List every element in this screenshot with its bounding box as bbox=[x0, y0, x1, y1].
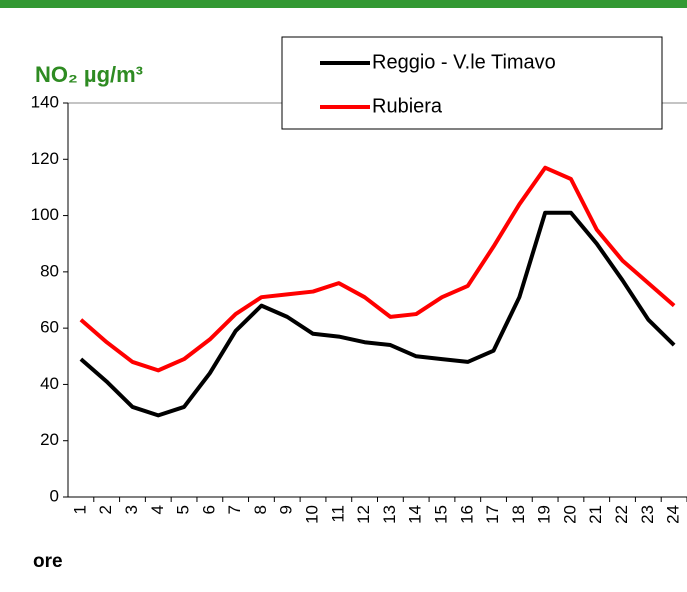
x-tick-label: 20 bbox=[560, 505, 579, 524]
x-tick-label: 23 bbox=[638, 505, 657, 524]
x-tick-label: 21 bbox=[586, 505, 605, 524]
x-tick-label: 9 bbox=[277, 505, 296, 514]
y-axis-label: NO₂ µg/m³ bbox=[35, 62, 143, 87]
x-tick-label: 3 bbox=[122, 505, 141, 514]
y-tick-label: 140 bbox=[31, 92, 59, 111]
x-tick-label: 7 bbox=[225, 505, 244, 514]
x-tick-label: 6 bbox=[199, 505, 218, 514]
x-axis-label: ore bbox=[33, 551, 63, 572]
legend-label: Rubiera bbox=[372, 95, 443, 117]
x-tick-label: 14 bbox=[406, 505, 425, 524]
x-tick-label: 22 bbox=[612, 505, 631, 524]
x-tick-label: 15 bbox=[431, 505, 450, 524]
x-tick-label: 18 bbox=[509, 505, 528, 524]
series-line bbox=[79, 165, 676, 373]
x-tick-label: 11 bbox=[328, 505, 347, 523]
y-tick-label: 40 bbox=[40, 374, 59, 393]
y-tick-label: 120 bbox=[31, 149, 59, 168]
legend-box bbox=[281, 36, 663, 130]
series-line bbox=[79, 210, 676, 418]
x-tick-label: 1 bbox=[70, 505, 89, 514]
x-tick-label: 12 bbox=[354, 505, 373, 524]
x-tick-label: 5 bbox=[174, 505, 193, 514]
legend-label: Reggio - V.le Timavo bbox=[372, 51, 556, 73]
y-tick-label: 0 bbox=[50, 486, 59, 505]
x-tick-label: 17 bbox=[483, 505, 502, 524]
x-tick-label: 4 bbox=[148, 505, 167, 514]
y-tick-label: 60 bbox=[40, 318, 59, 337]
x-tick-label: 13 bbox=[380, 505, 399, 524]
x-tick-label: 2 bbox=[96, 505, 115, 514]
x-tick-label: 8 bbox=[251, 505, 270, 514]
x-tick-label: 19 bbox=[535, 505, 554, 524]
header-bar bbox=[0, 0, 687, 8]
y-tick-label: 80 bbox=[40, 261, 59, 280]
x-tick-label: 16 bbox=[457, 505, 476, 524]
x-tick-label: 10 bbox=[303, 505, 322, 524]
y-tick-label: 20 bbox=[40, 430, 59, 449]
y-tick-label: 100 bbox=[31, 205, 59, 224]
x-tick-label: 24 bbox=[664, 505, 683, 524]
